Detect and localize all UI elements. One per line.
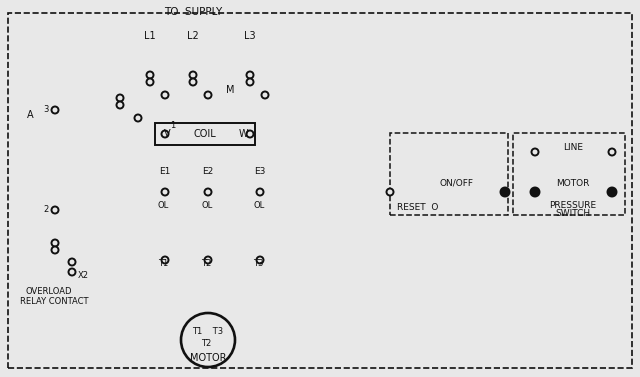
Circle shape [181, 313, 235, 367]
Circle shape [246, 130, 253, 138]
Circle shape [68, 268, 76, 276]
Circle shape [147, 72, 154, 78]
Text: MOTOR: MOTOR [189, 353, 227, 363]
Circle shape [147, 78, 154, 86]
Text: MOTOR: MOTOR [556, 178, 589, 187]
Circle shape [116, 101, 124, 109]
Circle shape [387, 188, 394, 196]
Circle shape [531, 187, 540, 196]
Text: 3: 3 [44, 106, 49, 115]
Circle shape [500, 187, 509, 196]
Circle shape [51, 207, 58, 213]
Text: M: M [226, 85, 234, 95]
Circle shape [257, 188, 264, 196]
Circle shape [246, 72, 253, 78]
Text: T3: T3 [253, 259, 264, 268]
Circle shape [161, 92, 168, 98]
Text: E2: E2 [202, 167, 214, 176]
Circle shape [607, 187, 616, 196]
Text: 2: 2 [44, 205, 49, 215]
Circle shape [189, 78, 196, 86]
Text: OL: OL [158, 201, 169, 210]
Circle shape [609, 149, 616, 155]
Text: TO  SUPPLY: TO SUPPLY [164, 7, 222, 17]
Text: T2: T2 [201, 340, 211, 348]
Text: LINE: LINE [563, 143, 583, 152]
Circle shape [161, 188, 168, 196]
Text: OVERLOAD: OVERLOAD [25, 288, 72, 296]
Circle shape [68, 259, 76, 265]
Text: W: W [238, 129, 248, 139]
Circle shape [116, 95, 124, 101]
Text: RESET  O: RESET O [397, 202, 438, 211]
Text: SWITCH: SWITCH [556, 208, 591, 218]
Circle shape [257, 256, 264, 264]
Circle shape [161, 130, 168, 138]
Circle shape [205, 188, 211, 196]
Bar [390, 133, 508, 215]
Text: OL: OL [253, 201, 264, 210]
Text: L2: L2 [187, 31, 199, 41]
Circle shape [134, 115, 141, 121]
Text: L3: L3 [244, 31, 256, 41]
Circle shape [205, 256, 211, 264]
Text: V: V [164, 129, 170, 139]
Circle shape [51, 239, 58, 247]
Circle shape [51, 247, 58, 253]
Circle shape [161, 256, 168, 264]
Circle shape [262, 92, 269, 98]
Text: T2: T2 [201, 259, 211, 268]
Circle shape [246, 78, 253, 86]
Text: E3: E3 [254, 167, 266, 176]
Bar [155, 123, 255, 145]
Text: L1: L1 [144, 31, 156, 41]
Circle shape [189, 72, 196, 78]
Text: RELAY CONTACT: RELAY CONTACT [20, 296, 88, 305]
Bar [513, 133, 625, 215]
Circle shape [51, 106, 58, 113]
Text: T1: T1 [158, 259, 168, 268]
Text: X2: X2 [78, 271, 89, 279]
Text: 1: 1 [170, 121, 175, 130]
Text: E1: E1 [159, 167, 171, 176]
Circle shape [205, 92, 211, 98]
Text: A: A [27, 110, 33, 120]
Text: T1    T3: T1 T3 [193, 328, 223, 337]
Circle shape [531, 149, 538, 155]
Text: OL: OL [201, 201, 212, 210]
Text: PRESSURE: PRESSURE [549, 201, 596, 210]
Text: ON/OFF: ON/OFF [440, 178, 474, 187]
Text: COIL: COIL [194, 129, 216, 139]
